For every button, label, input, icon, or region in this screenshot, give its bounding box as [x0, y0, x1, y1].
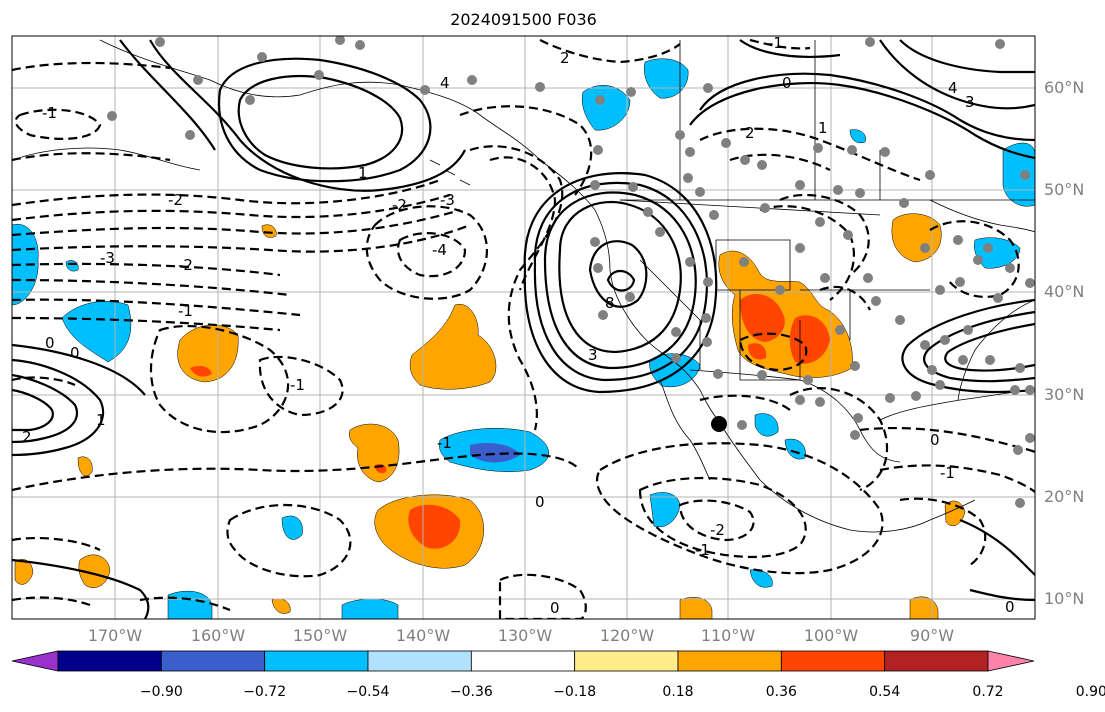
- contour-label: -1: [437, 434, 452, 452]
- latitude-label: 40°N: [1044, 282, 1085, 301]
- colorbar-extend-high: [987, 650, 1035, 672]
- latitude-label: 10°N: [1044, 589, 1085, 608]
- negative-contours: [12, 38, 1035, 619]
- colorbar-tick-label: 0.36: [765, 684, 797, 700]
- contour-label: 0: [70, 344, 80, 362]
- positive-anomaly-shading: [14, 213, 966, 619]
- contour-label: 0: [1005, 598, 1015, 616]
- contour-label: 2: [560, 49, 570, 67]
- latitude-label: 60°N: [1044, 78, 1085, 97]
- longitude-label: 120°W: [599, 626, 655, 645]
- colorbar-tick-label: −0.36: [449, 684, 493, 700]
- contour-label: -1: [178, 302, 193, 320]
- colorbar-segment: [160, 650, 266, 672]
- map-frame: [12, 36, 1035, 619]
- contour-label: -1: [42, 104, 57, 122]
- positive-contours: [12, 39, 1035, 619]
- colorbar-segment: [884, 650, 989, 672]
- longitude-label: 170°W: [87, 626, 143, 645]
- contour-label: 3: [965, 93, 975, 111]
- longitude-label: 90°W: [909, 626, 955, 645]
- location-dot-marker: [711, 416, 727, 432]
- colorbar-segment: [574, 650, 679, 672]
- contour-label: -1: [290, 376, 305, 394]
- contour-label: 4: [440, 74, 450, 92]
- colorbar-segment: [57, 650, 162, 672]
- colorbar-tick-label: 0.18: [662, 684, 694, 700]
- latitude-label: 50°N: [1044, 180, 1085, 199]
- contour-label: -2: [178, 256, 193, 274]
- coastlines: [12, 39, 1035, 533]
- contour-label: 0: [782, 74, 792, 92]
- latitude-label: 30°N: [1044, 385, 1085, 404]
- colorbar-tick-label: −0.72: [243, 684, 287, 700]
- contour-label: 2: [22, 428, 32, 446]
- colorbar-extend-low: [11, 650, 59, 672]
- negative-anomaly-shading: [12, 58, 1035, 619]
- station-markers: [107, 36, 1035, 508]
- latitude-label: 20°N: [1044, 487, 1085, 506]
- contour-label: 3: [588, 346, 598, 364]
- longitude-label: 130°W: [497, 626, 553, 645]
- contour-labels: -1 -2 -3 -4 0 1 2 3 4 8 -2 -1 0 1 2 -1 0…: [22, 34, 1015, 617]
- colorbar-tick-label: 0.54: [869, 684, 901, 700]
- contour-label: 1: [358, 164, 368, 182]
- colorbar-segment: [780, 650, 886, 672]
- longitude-label: 110°W: [700, 626, 756, 645]
- contour-label: -2: [710, 521, 725, 539]
- colorbar-segment: [677, 650, 782, 672]
- longitude-label: 140°W: [395, 626, 451, 645]
- contour-label: -4: [432, 241, 447, 259]
- contour-label: -3: [100, 249, 115, 267]
- contour-label: 4: [948, 79, 958, 97]
- contour-label: 1: [96, 411, 106, 429]
- colorbar-tick-label: 0.90: [1075, 684, 1105, 700]
- map-title: 2024091500 F036: [450, 10, 597, 29]
- map-border: [11, 35, 1036, 620]
- contour-label: 0: [930, 431, 940, 449]
- colorbar-segment: [264, 650, 369, 672]
- longitude-label: 100°W: [803, 626, 859, 645]
- colorbar-tick-label: −0.18: [553, 684, 597, 700]
- colorbar-tick-label: −0.54: [346, 684, 390, 700]
- contour-label: 2: [745, 124, 755, 142]
- contour-label: 8: [605, 294, 615, 312]
- contour-label: -1: [768, 34, 783, 52]
- colorbar: [11, 650, 1035, 672]
- contour-label: -2: [168, 191, 183, 209]
- longitude-label: 160°W: [190, 626, 246, 645]
- contour-label: -1: [940, 464, 955, 482]
- contour-label: 0: [535, 493, 545, 511]
- contour-label: -1: [695, 541, 710, 559]
- colorbar-tick-label: −0.90: [139, 684, 183, 700]
- colorbar-segment: [367, 650, 472, 672]
- contour-label: -2: [392, 196, 407, 214]
- longitude-label: 150°W: [292, 626, 348, 645]
- contour-label: -3: [440, 191, 455, 209]
- contour-label: 1: [818, 119, 828, 137]
- colorbar-segment: [470, 650, 576, 672]
- contour-label: 0: [550, 599, 560, 617]
- contour-label: 0: [45, 334, 55, 352]
- colorbar-tick-label: 0.72: [972, 684, 1004, 700]
